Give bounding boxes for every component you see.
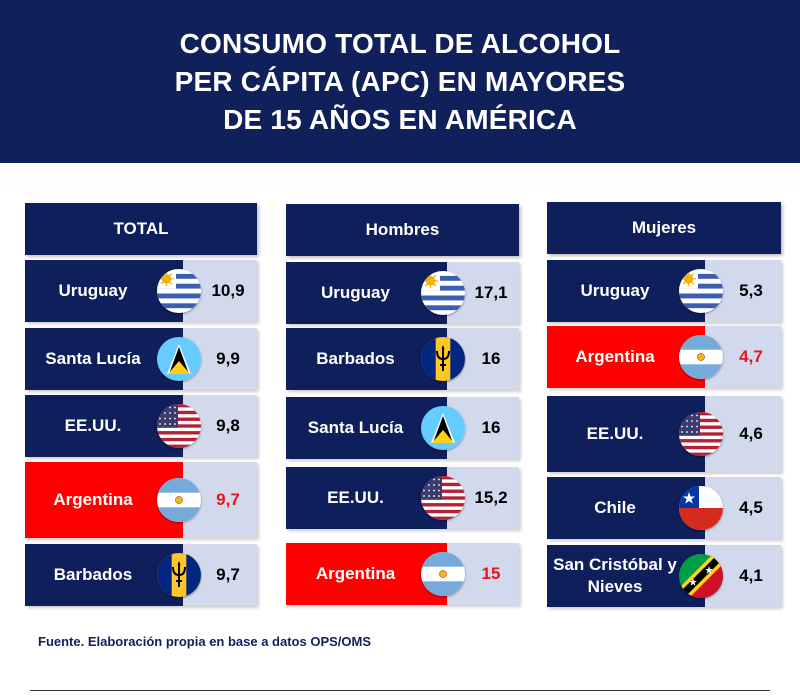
table-row: EE.UU. 9,8 xyxy=(25,395,257,457)
barbados-flag-icon xyxy=(157,553,201,597)
country-cell: EE.UU. xyxy=(25,395,183,457)
table-row: EE.UU. 4,6 xyxy=(547,396,781,472)
country-cell: Santa Lucía xyxy=(25,328,183,390)
country-cell: Chile xyxy=(547,477,705,539)
country-name: EE.UU. xyxy=(327,488,384,507)
country-name: Barbados xyxy=(316,349,395,368)
country-name: San Cristóbal y Nieves xyxy=(553,555,677,596)
country-cell: EE.UU. xyxy=(547,396,705,472)
chile-flag-icon xyxy=(679,486,723,530)
country-cell: Uruguay xyxy=(547,260,705,322)
table-header-0: TOTAL xyxy=(25,203,257,255)
usa-flag-icon xyxy=(421,476,465,520)
country-name: Chile xyxy=(594,498,636,517)
table-row: Santa Lucía 9,9 xyxy=(25,328,257,390)
country-name: EE.UU. xyxy=(586,424,644,443)
argentina-flag-icon xyxy=(157,478,201,522)
country-name: Uruguay xyxy=(580,281,650,300)
country-cell: Uruguay xyxy=(286,262,447,324)
country-cell: Uruguay xyxy=(25,260,183,322)
saint-lucia-flag-icon xyxy=(157,337,201,381)
argentina-flag-icon xyxy=(679,335,723,379)
country-name: EE.UU. xyxy=(64,416,122,435)
country-name: Uruguay xyxy=(321,283,390,302)
source-note: Fuente. Elaboración propia en base a dat… xyxy=(38,634,372,649)
table-row: Barbados 16 xyxy=(286,328,519,390)
uruguay-flag-icon xyxy=(157,269,201,313)
table-row: Uruguay 10,9 xyxy=(25,260,257,322)
country-name: Santa Lucía xyxy=(45,349,141,368)
table-row: EE.UU. 15,2 xyxy=(286,467,519,529)
argentina-flag-icon xyxy=(421,552,465,596)
saint-lucia-flag-icon xyxy=(421,406,465,450)
country-cell: Santa Lucía xyxy=(286,397,447,459)
uruguay-flag-icon xyxy=(421,271,465,315)
title-line-2: PER CÁPITA (APC) EN MAYORES xyxy=(174,65,626,97)
table-row: Argentina 15 xyxy=(286,543,519,605)
country-cell: Argentina xyxy=(25,462,183,538)
country-name: Uruguay xyxy=(58,281,128,300)
value-cell: 4,1 xyxy=(705,545,781,607)
value-cell: 4,6 xyxy=(705,396,781,472)
table-row: Argentina 4,7 xyxy=(547,326,781,388)
country-name: Santa Lucía xyxy=(307,418,404,437)
uruguay-flag-icon xyxy=(679,269,723,313)
usa-flag-icon xyxy=(679,412,723,456)
country-cell: Barbados xyxy=(25,544,183,606)
saint-kitts-flag-icon xyxy=(679,554,723,598)
table-row: Uruguay 5,3 xyxy=(547,260,781,322)
country-cell: Barbados xyxy=(286,328,447,390)
title-line-1: CONSUMO TOTAL DE ALCOHOL xyxy=(179,27,621,59)
table-row: Santa Lucía 16 xyxy=(286,397,519,459)
country-cell: EE.UU. xyxy=(286,467,447,529)
table-row: Argentina 9,7 xyxy=(25,462,257,538)
barbados-flag-icon xyxy=(421,337,465,381)
table-row: Chile 4,5 xyxy=(547,477,781,539)
footer-divider xyxy=(30,690,770,691)
country-cell: San Cristóbal y Nieves xyxy=(547,545,705,607)
title-line-3: DE 15 AÑOS EN AMÉRICA xyxy=(223,103,577,135)
table-header-1: Hombres xyxy=(286,204,519,256)
country-cell: Argentina xyxy=(547,326,705,388)
country-name: Argentina xyxy=(53,490,133,509)
title-banner: CONSUMO TOTAL DE ALCOHOL PER CÁPITA (APC… xyxy=(0,0,800,163)
country-name: Argentina xyxy=(315,564,396,583)
table-row: San Cristóbal y Nieves 4,1 xyxy=(547,545,781,607)
country-cell: Argentina xyxy=(286,543,447,605)
table-header-2: Mujeres xyxy=(547,202,781,254)
country-name: Barbados xyxy=(53,565,133,584)
table-row: Uruguay 17,1 xyxy=(286,262,519,324)
usa-flag-icon xyxy=(157,404,201,448)
country-name: Argentina xyxy=(575,347,655,366)
table-row: Barbados 9,7 xyxy=(25,544,257,606)
